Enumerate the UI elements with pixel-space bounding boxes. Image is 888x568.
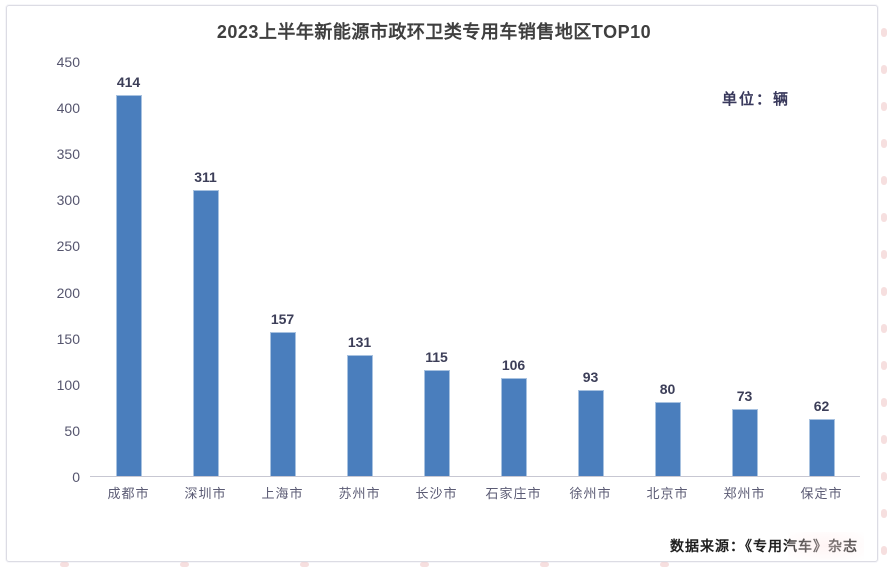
bar-value-label: 62 — [813, 397, 830, 414]
bar — [654, 402, 681, 476]
unit-label: 单位：辆 — [721, 91, 790, 108]
bar-column: 93 — [552, 62, 629, 476]
watermark-dash — [881, 176, 887, 185]
watermark-dash — [881, 398, 887, 407]
watermark-dash — [881, 139, 887, 148]
bar — [423, 370, 450, 476]
x-category-label: 北京市 — [646, 486, 689, 501]
watermark-dash — [881, 435, 887, 444]
watermark-dash — [881, 361, 887, 370]
source-label: 数据来源：《专用汽车》杂志 — [670, 538, 858, 554]
watermark-dash — [420, 562, 429, 567]
watermark-dash — [180, 562, 189, 567]
watermark-dash — [881, 250, 887, 259]
watermark-dash — [881, 546, 887, 555]
y-tick-label: 350 — [56, 146, 80, 163]
bar — [115, 95, 142, 476]
x-category-label: 郑州市 — [723, 486, 766, 501]
x-category-label: 深圳市 — [184, 486, 227, 501]
bar — [192, 189, 219, 476]
y-tick-label: 200 — [56, 284, 80, 301]
bar-value-label: 93 — [582, 369, 599, 386]
y-tick-label: 450 — [56, 54, 80, 70]
bar-value-label: 80 — [659, 381, 676, 398]
x-category-label: 长沙市 — [415, 486, 458, 501]
x-category-label: 保定市 — [800, 486, 843, 501]
watermark-dash — [881, 324, 887, 333]
watermark-dash — [540, 562, 549, 567]
bar-value-label: 115 — [425, 349, 448, 366]
bar-value-label: 73 — [736, 387, 753, 404]
watermark-dash — [881, 102, 887, 111]
bar — [269, 331, 296, 476]
bar-column: 106 — [475, 62, 552, 476]
watermark-dash — [300, 562, 309, 567]
watermark-dash — [60, 562, 69, 567]
y-tick-label: 150 — [56, 330, 80, 347]
watermark-dash — [881, 28, 887, 37]
watermark-dash — [881, 472, 887, 481]
bar-column: 414 — [90, 62, 167, 476]
plot-area: 414 311 157 131 115 106 93 80 73 62 — [90, 62, 860, 477]
y-tick-label: 300 — [56, 192, 80, 209]
y-tick-label: 400 — [56, 100, 80, 117]
y-axis: 0 50 100 150 200 250 300 350 400 450 — [28, 54, 80, 485]
x-axis: 成都市 深圳市 上海市 苏州市 长沙市 石家庄市 徐州市 北京市 郑州市 保定市 — [90, 483, 860, 503]
y-tick-label: 50 — [64, 422, 80, 439]
x-category-label: 苏州市 — [338, 486, 381, 501]
y-tick-label: 100 — [56, 376, 80, 393]
bar — [731, 408, 758, 476]
bar-column: 62 — [783, 62, 860, 476]
watermark-dash — [881, 509, 887, 518]
bar-column: 115 — [398, 62, 475, 476]
bar — [808, 418, 835, 476]
bar-value-label: 131 — [347, 334, 372, 351]
bar-value-label: 311 — [194, 168, 217, 185]
x-category-label: 徐州市 — [569, 486, 612, 501]
y-tick-label: 0 — [72, 469, 80, 485]
bar-column: 73 — [706, 62, 783, 476]
bar-value-label: 414 — [116, 74, 141, 91]
bar-column: 311 — [167, 62, 244, 476]
watermark-dash — [881, 213, 887, 222]
bar-column: 131 — [321, 62, 398, 476]
x-category-label: 上海市 — [261, 486, 304, 501]
bar-column: 80 — [629, 62, 706, 476]
bar-value-label: 106 — [501, 357, 526, 374]
bar-column: 157 — [244, 62, 321, 476]
chart-title: 2023上半年新能源市政环卫类专用车销售地区TOP10 — [216, 22, 652, 42]
watermark-dash — [660, 562, 669, 567]
bar — [577, 390, 604, 476]
bar-value-label: 157 — [270, 310, 295, 327]
y-tick-label: 250 — [56, 238, 80, 255]
x-category-label: 石家庄市 — [485, 486, 542, 501]
watermark-dash — [881, 287, 887, 296]
bar — [346, 355, 373, 476]
x-category-label: 成都市 — [107, 486, 150, 501]
watermark-dash — [881, 65, 887, 74]
bar — [500, 378, 527, 476]
